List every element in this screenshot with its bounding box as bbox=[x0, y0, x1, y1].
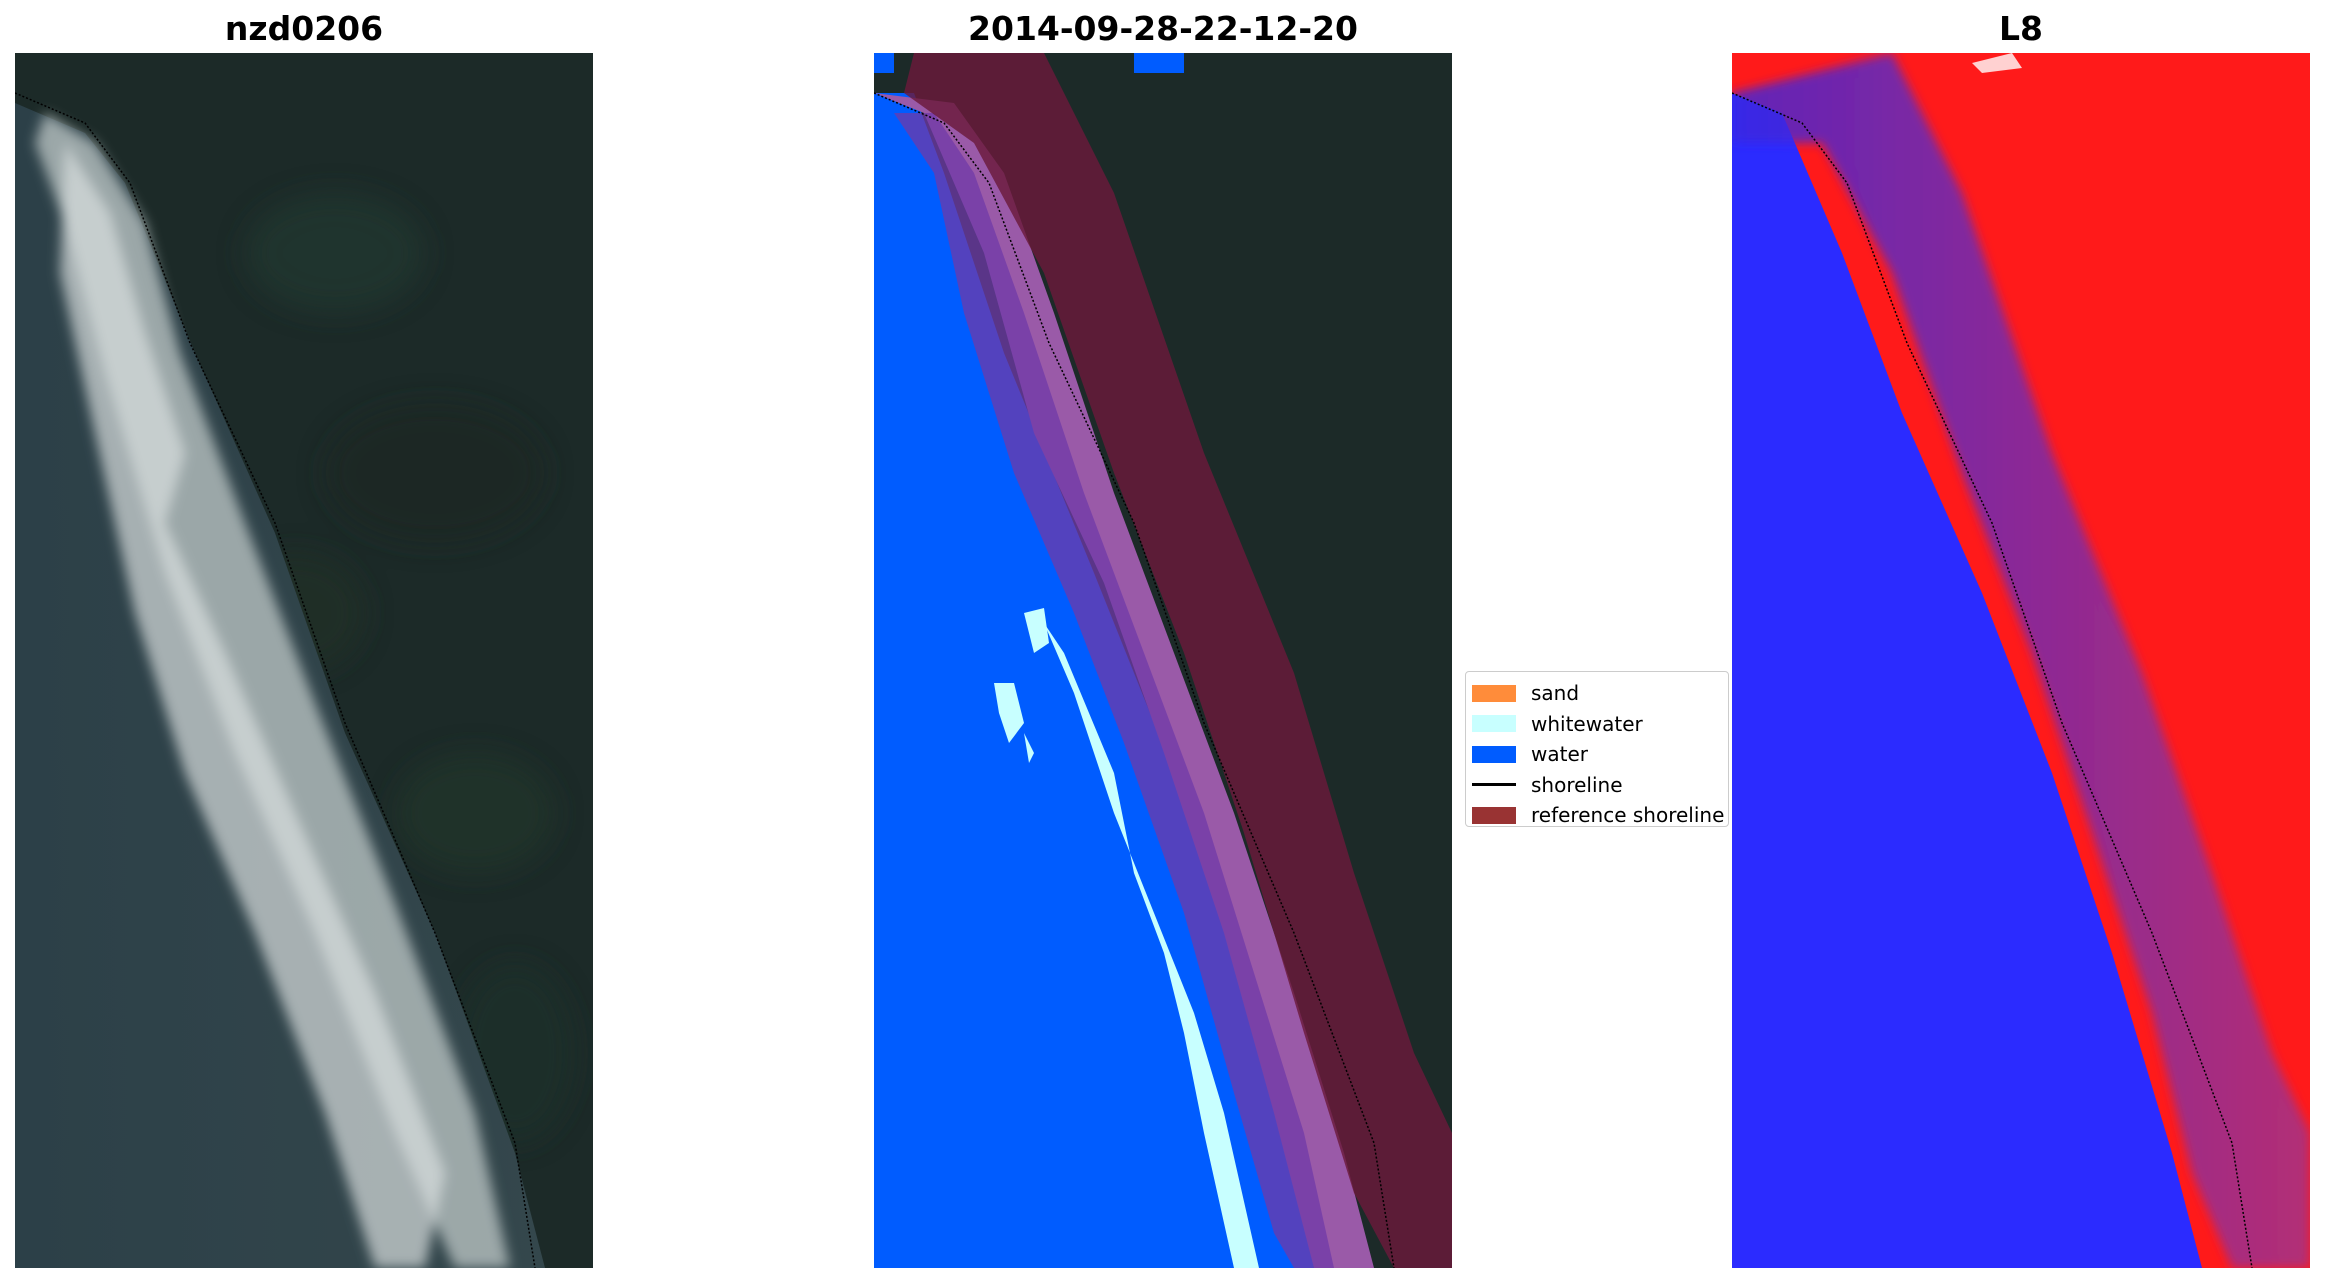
legend-swatch-sand bbox=[1472, 684, 1516, 702]
legend-item-shoreline: shoreline bbox=[1472, 770, 1728, 801]
classified-image bbox=[874, 53, 1452, 1268]
legend-swatch-reference-shoreline bbox=[1472, 806, 1516, 824]
legend-label: reference shoreline bbox=[1531, 803, 1725, 828]
panel-title-satellite: L8 bbox=[1999, 9, 2043, 48]
index-image bbox=[1732, 53, 2310, 1268]
legend-item-sand: sand bbox=[1472, 678, 1728, 709]
legend: sand whitewater water shoreline referenc… bbox=[1465, 671, 1729, 827]
index-image-panel bbox=[1732, 53, 2310, 1268]
legend-item-water: water bbox=[1472, 739, 1728, 770]
rgb-image bbox=[15, 53, 593, 1268]
legend-label: sand bbox=[1531, 681, 1580, 706]
rgb-image-panel bbox=[15, 53, 593, 1268]
classified-image-panel bbox=[874, 53, 1452, 1268]
panel-title-rgb: nzd0206 bbox=[224, 9, 384, 48]
legend-swatch-whitewater bbox=[1472, 715, 1516, 733]
legend-item-whitewater: whitewater bbox=[1472, 709, 1728, 740]
panel-title-date: 2014-09-28-22-12-20 bbox=[968, 9, 1358, 48]
legend-item-reference-shoreline: reference shoreline bbox=[1472, 800, 1728, 831]
legend-label: shoreline bbox=[1531, 772, 1623, 797]
legend-label: whitewater bbox=[1531, 711, 1643, 736]
legend-swatch-water bbox=[1472, 745, 1516, 763]
legend-line-shoreline bbox=[1472, 783, 1516, 787]
legend-label: water bbox=[1531, 742, 1588, 767]
